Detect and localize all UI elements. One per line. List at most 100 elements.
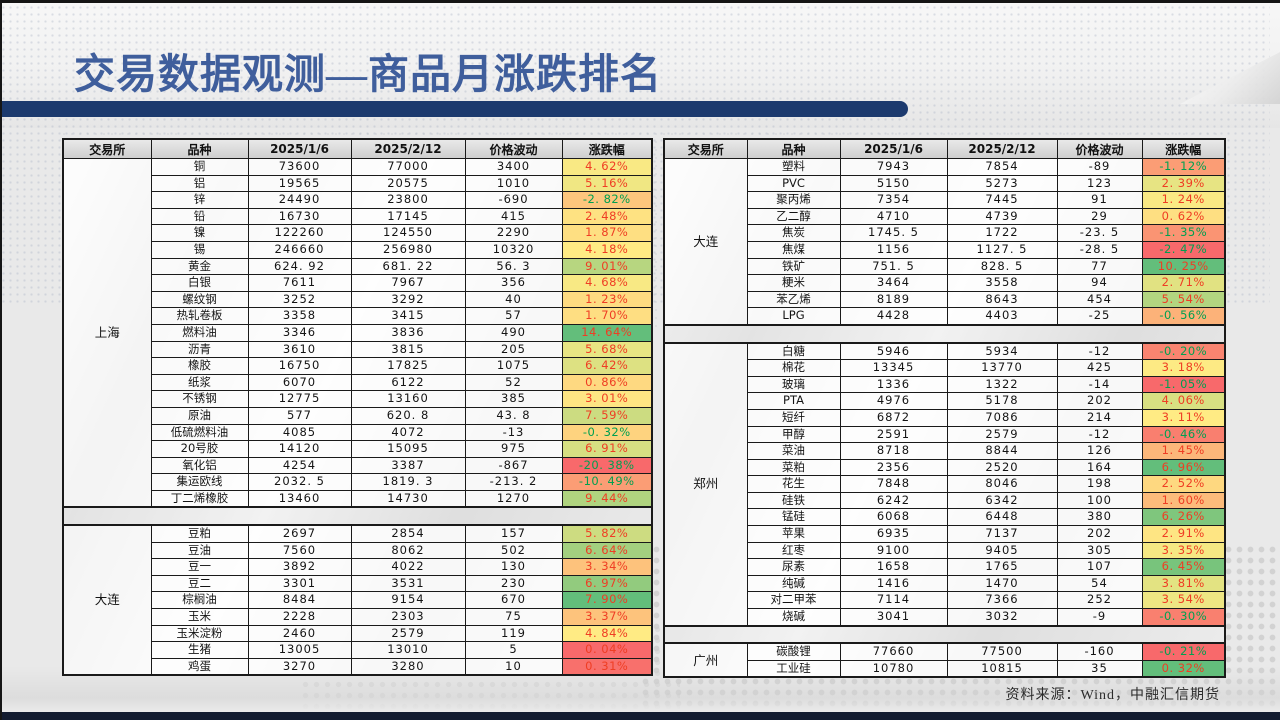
variety-cell: PTA: [746, 392, 841, 410]
price-end-cell: 256980: [350, 240, 466, 259]
change-cell: 123: [1056, 174, 1143, 193]
table-row: 纯碱 1416 1470 54 3. 81%: [664, 574, 1226, 593]
variety-cell: 橡胶: [150, 357, 249, 375]
exchange-label: 大连: [663, 157, 748, 326]
table-row: 郑州 白糖 5946 5934 -12 -0. 20%: [663, 342, 1226, 627]
variety-cell: 塑料: [746, 158, 841, 176]
price-end-cell: 8046: [946, 475, 1058, 493]
pct-cell: 4. 62%: [561, 158, 653, 176]
price-end-cell: 4072: [350, 423, 466, 442]
section-gap-row: [62, 506, 653, 527]
table-row: 鸡蛋 3270 3280 10 0. 31%: [63, 657, 653, 676]
variety-cell: LPG: [746, 307, 841, 326]
title-underline-bar: [0, 101, 908, 117]
price-end-cell: 2520: [946, 458, 1058, 477]
price-start-cell: 3270: [247, 657, 352, 676]
table-row: 工业硅 10780 10815 35 0. 32%: [664, 659, 1226, 678]
column-header: 涨跌幅: [1141, 138, 1226, 159]
table-row: 菜粕 2356 2520 164 6. 96%: [664, 458, 1226, 477]
price-end-cell: 1765: [946, 558, 1058, 576]
price-end-cell: 20575: [350, 174, 466, 193]
pct-cell: 1. 23%: [561, 290, 653, 309]
price-end-cell: 3415: [350, 307, 466, 325]
pct-cell: 6. 97%: [561, 574, 653, 593]
price-start-cell: 2356: [839, 458, 948, 477]
price-start-cell: 13460: [247, 489, 352, 508]
pct-cell: 0. 86%: [561, 373, 653, 392]
variety-cell: 丁二烯橡胶: [150, 489, 249, 508]
price-start-cell: 16730: [247, 207, 352, 226]
price-start-cell: 16750: [247, 357, 352, 375]
column-header: 2025/2/12: [946, 138, 1058, 159]
table-row: 纸浆 6070 6122 52 0. 86%: [63, 373, 653, 392]
pct-cell: 1. 87%: [561, 224, 653, 242]
table-row: 20号胶 14120 15095 975 6. 91%: [63, 440, 653, 458]
top-edge-border: [0, 0, 1280, 3]
price-end-cell: 3387: [350, 456, 466, 475]
price-end-cell: 3280: [350, 657, 466, 676]
pct-cell: -2. 47%: [1141, 240, 1226, 259]
change-cell: 1075: [464, 357, 563, 375]
table-body: 大连 塑料 7943 7854 -89 -1. 12% PVC 5150 5273 123 2. 3…: [663, 157, 1226, 678]
table-row: 玻璃 1336 1322 -14 -1. 05%: [664, 375, 1226, 394]
price-end-cell: 17145: [350, 207, 466, 226]
exchange-label: 广州: [663, 642, 748, 678]
change-cell: 29: [1056, 207, 1143, 226]
price-end-cell: 5178: [946, 392, 1058, 410]
price-end-cell: 3032: [946, 608, 1058, 627]
price-start-cell: 4085: [247, 423, 352, 442]
change-cell: 3400: [464, 158, 563, 176]
column-header: 交易所: [62, 138, 152, 159]
price-end-cell: 6122: [350, 373, 466, 392]
pct-cell: 4. 06%: [1141, 392, 1226, 410]
change-cell: 94: [1056, 274, 1143, 292]
column-header: 价格波动: [464, 138, 563, 159]
price-end-cell: 681. 22: [350, 257, 466, 276]
price-end-cell: 10815: [946, 659, 1058, 678]
change-cell: 56. 3: [464, 257, 563, 276]
change-cell: -160: [1056, 642, 1143, 661]
variety-cell: 纸浆: [150, 373, 249, 392]
variety-cell: 焦炭: [746, 224, 841, 242]
footer-bar: [0, 712, 1280, 720]
price-start-cell: 14120: [247, 440, 352, 458]
variety-cell: 菜油: [746, 442, 841, 460]
variety-cell: 原油: [150, 406, 249, 425]
variety-cell: 豆一: [150, 558, 249, 576]
table-row: 生猪 13005 13010 5 0. 04%: [63, 641, 653, 659]
price-start-cell: 3301: [247, 574, 352, 593]
variety-cell: 铅: [150, 207, 249, 226]
price-start-cell: 73600: [247, 158, 352, 176]
pct-cell: 1. 24%: [1141, 191, 1226, 209]
variety-cell: 鸡蛋: [150, 657, 249, 676]
variety-cell: 豆二: [150, 574, 249, 593]
price-start-cell: 2697: [247, 524, 352, 543]
change-cell: 10320: [464, 240, 563, 259]
header-row: 交易所 品种 2025/1/6 2025/2/12 价格波动 涨跌幅: [62, 138, 653, 159]
change-cell: 57: [464, 307, 563, 325]
variety-cell: 甲醇: [746, 425, 841, 444]
price-start-cell: 19565: [247, 174, 352, 193]
variety-cell: 20号胶: [150, 440, 249, 458]
pct-cell: -0. 32%: [561, 423, 653, 442]
change-cell: -9: [1056, 608, 1143, 627]
column-header: 2025/2/12: [350, 138, 466, 159]
table-row: 豆二 3301 3531 230 6. 97%: [63, 574, 653, 593]
variety-cell: 尿素: [746, 558, 841, 576]
variety-cell: 铜: [150, 158, 249, 176]
price-end-cell: 3815: [350, 340, 466, 359]
pct-cell: 1. 60%: [1141, 491, 1226, 510]
change-cell: -13: [464, 423, 563, 442]
right-table-panel: 交易所 品种 2025/1/6 2025/2/12 价格波动 涨跌幅 大连 塑料 7943 785…: [663, 138, 1226, 679]
pct-cell: 7. 59%: [561, 406, 653, 425]
pct-cell: 1. 45%: [1141, 442, 1226, 460]
table-row: 锰硅 6068 6448 380 6. 26%: [664, 508, 1226, 527]
table-row: 苯乙烯 8189 8643 454 5. 54%: [664, 290, 1226, 309]
price-end-cell: 2303: [350, 608, 466, 626]
price-start-cell: 1658: [839, 558, 948, 576]
price-end-cell: 4022: [350, 558, 466, 576]
price-end-cell: 13770: [946, 359, 1058, 377]
variety-cell: 工业硅: [746, 659, 841, 678]
table-row: 焦煤 1156 1127. 5 -28. 5 -2. 47%: [664, 240, 1226, 259]
price-end-cell: 1127. 5: [946, 240, 1058, 259]
